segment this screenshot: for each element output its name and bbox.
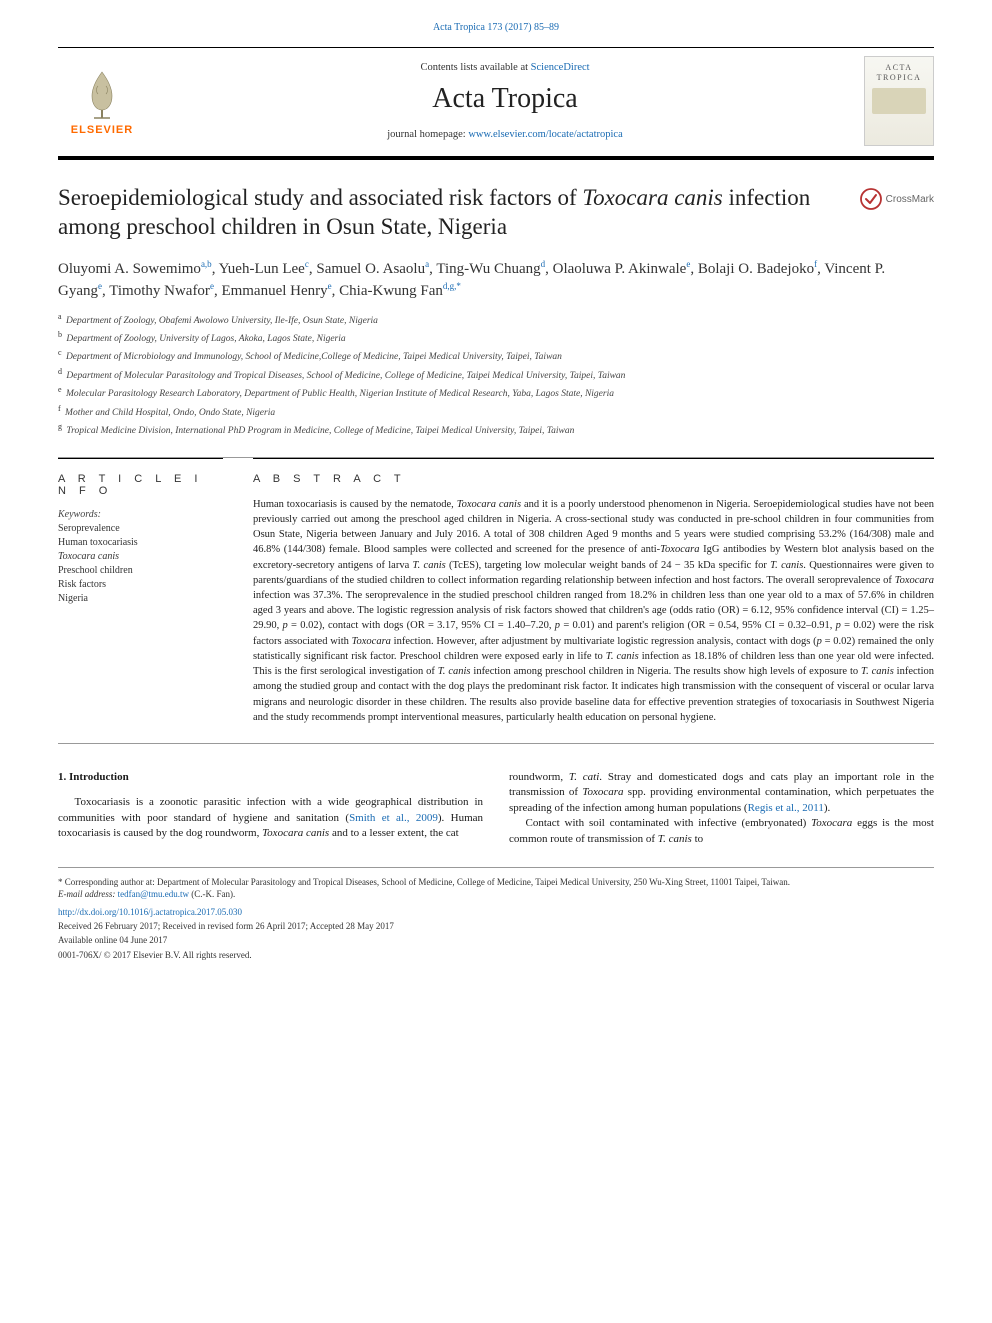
publisher-logo: ELSEVIER [58, 66, 146, 136]
abstract-text: Human toxocariasis is caused by the nema… [253, 497, 934, 725]
homepage-line: journal homepage: www.elsevier.com/locat… [146, 129, 864, 140]
affiliation-line: f Mother and Child Hospital, Ondo, Ondo … [58, 403, 934, 420]
section-1-heading: 1. Introduction [58, 770, 483, 785]
abstract-heading: A B S T R A C T [253, 473, 934, 485]
author-list: Oluyomi A. Sowemimoa,b, Yueh-Lun Leec, S… [58, 258, 934, 303]
copyright-line: 0001-706X/ © 2017 Elsevier B.V. All righ… [58, 949, 934, 961]
affiliation-line: d Department of Molecular Parasitology a… [58, 366, 934, 383]
body-left-column: 1. Introduction Toxocariasis is a zoonot… [58, 770, 483, 847]
intro-paragraph-2: Contact with soil contaminated with infe… [509, 816, 934, 847]
email-suffix: (C.-K. Fan). [189, 889, 235, 899]
running-head: Acta Tropica 173 (2017) 85–89 [58, 22, 934, 33]
keyword-item: Preschool children [58, 564, 223, 578]
keyword-item: Seroprevalence [58, 522, 223, 536]
keyword-item: Risk factors [58, 578, 223, 592]
crossmark-label: CrossMark [886, 194, 934, 205]
doi-link[interactable]: http://dx.doi.org/10.1016/j.actatropica.… [58, 907, 242, 917]
title-pre: Seroepidemiological study and associated… [58, 185, 582, 210]
cover-title: ACTATROPICA [877, 63, 922, 82]
email-label: E-mail address: [58, 889, 118, 899]
article-title-row: Seroepidemiological study and associated… [58, 184, 934, 242]
body-columns: 1. Introduction Toxocariasis is a zoonot… [58, 770, 934, 847]
affiliation-line: g Tropical Medicine Division, Internatio… [58, 421, 934, 438]
keyword-item: Toxocara canis [58, 550, 223, 564]
article-info-heading: A R T I C L E I N F O [58, 473, 223, 497]
footnotes: * Corresponding author at: Department of… [58, 867, 934, 961]
elsevier-tree-icon [74, 66, 130, 122]
journal-cover-thumbnail: ACTATROPICA [864, 56, 934, 146]
crossmark-icon [860, 188, 882, 210]
article-history: Received 26 February 2017; Received in r… [58, 920, 934, 932]
available-online: Available online 04 June 2017 [58, 934, 934, 946]
journal-title: Acta Tropica [146, 83, 864, 115]
journal-homepage-link[interactable]: www.elsevier.com/locate/actatropica [468, 129, 622, 140]
email-line: E-mail address: tedfan@tmu.edu.tw (C.-K.… [58, 888, 934, 900]
article-title: Seroepidemiological study and associated… [58, 184, 840, 242]
affiliation-line: a Department of Zoology, Obafemi Awolowo… [58, 311, 934, 328]
info-abstract-row: A R T I C L E I N F O Keywords: Seroprev… [58, 457, 934, 744]
affiliation-line: e Molecular Parasitology Research Labora… [58, 384, 934, 401]
contents-prefix: Contents lists available at [420, 62, 530, 73]
corresponding-author-note: * Corresponding author at: Department of… [58, 876, 934, 888]
affiliations-list: a Department of Zoology, Obafemi Awolowo… [58, 311, 934, 439]
contents-available-line: Contents lists available at ScienceDirec… [146, 62, 864, 73]
keywords-list: SeroprevalenceHuman toxocariasisToxocara… [58, 522, 223, 606]
corresponding-email-link[interactable]: tedfan@tmu.edu.tw [118, 889, 189, 899]
masthead-center: Contents lists available at ScienceDirec… [146, 62, 864, 140]
intro-paragraph-1: Toxocariasis is a zoonotic parasitic inf… [58, 795, 483, 841]
doi-line: http://dx.doi.org/10.1016/j.actatropica.… [58, 906, 934, 918]
homepage-prefix: journal homepage: [387, 129, 468, 140]
body-right-column: roundworm, T. cati. Stray and domesticat… [509, 770, 934, 847]
affiliation-line: b Department of Zoology, University of L… [58, 329, 934, 346]
title-species-name: Toxocara canis [582, 185, 722, 210]
masthead: ELSEVIER Contents lists available at Sci… [58, 47, 934, 160]
affiliation-line: c Department of Microbiology and Immunol… [58, 347, 934, 364]
cover-map-graphic [872, 88, 926, 114]
intro-paragraph-1-cont: roundworm, T. cati. Stray and domesticat… [509, 770, 934, 816]
keyword-item: Human toxocariasis [58, 536, 223, 550]
keyword-item: Nigeria [58, 592, 223, 606]
publisher-name: ELSEVIER [71, 124, 133, 136]
abstract-column: A B S T R A C T Human toxocariasis is ca… [253, 458, 934, 725]
sciencedirect-link[interactable]: ScienceDirect [531, 62, 590, 73]
crossmark-badge[interactable]: CrossMark [860, 188, 934, 210]
keywords-label: Keywords: [58, 509, 223, 520]
article-info-column: A R T I C L E I N F O Keywords: Seroprev… [58, 458, 223, 725]
